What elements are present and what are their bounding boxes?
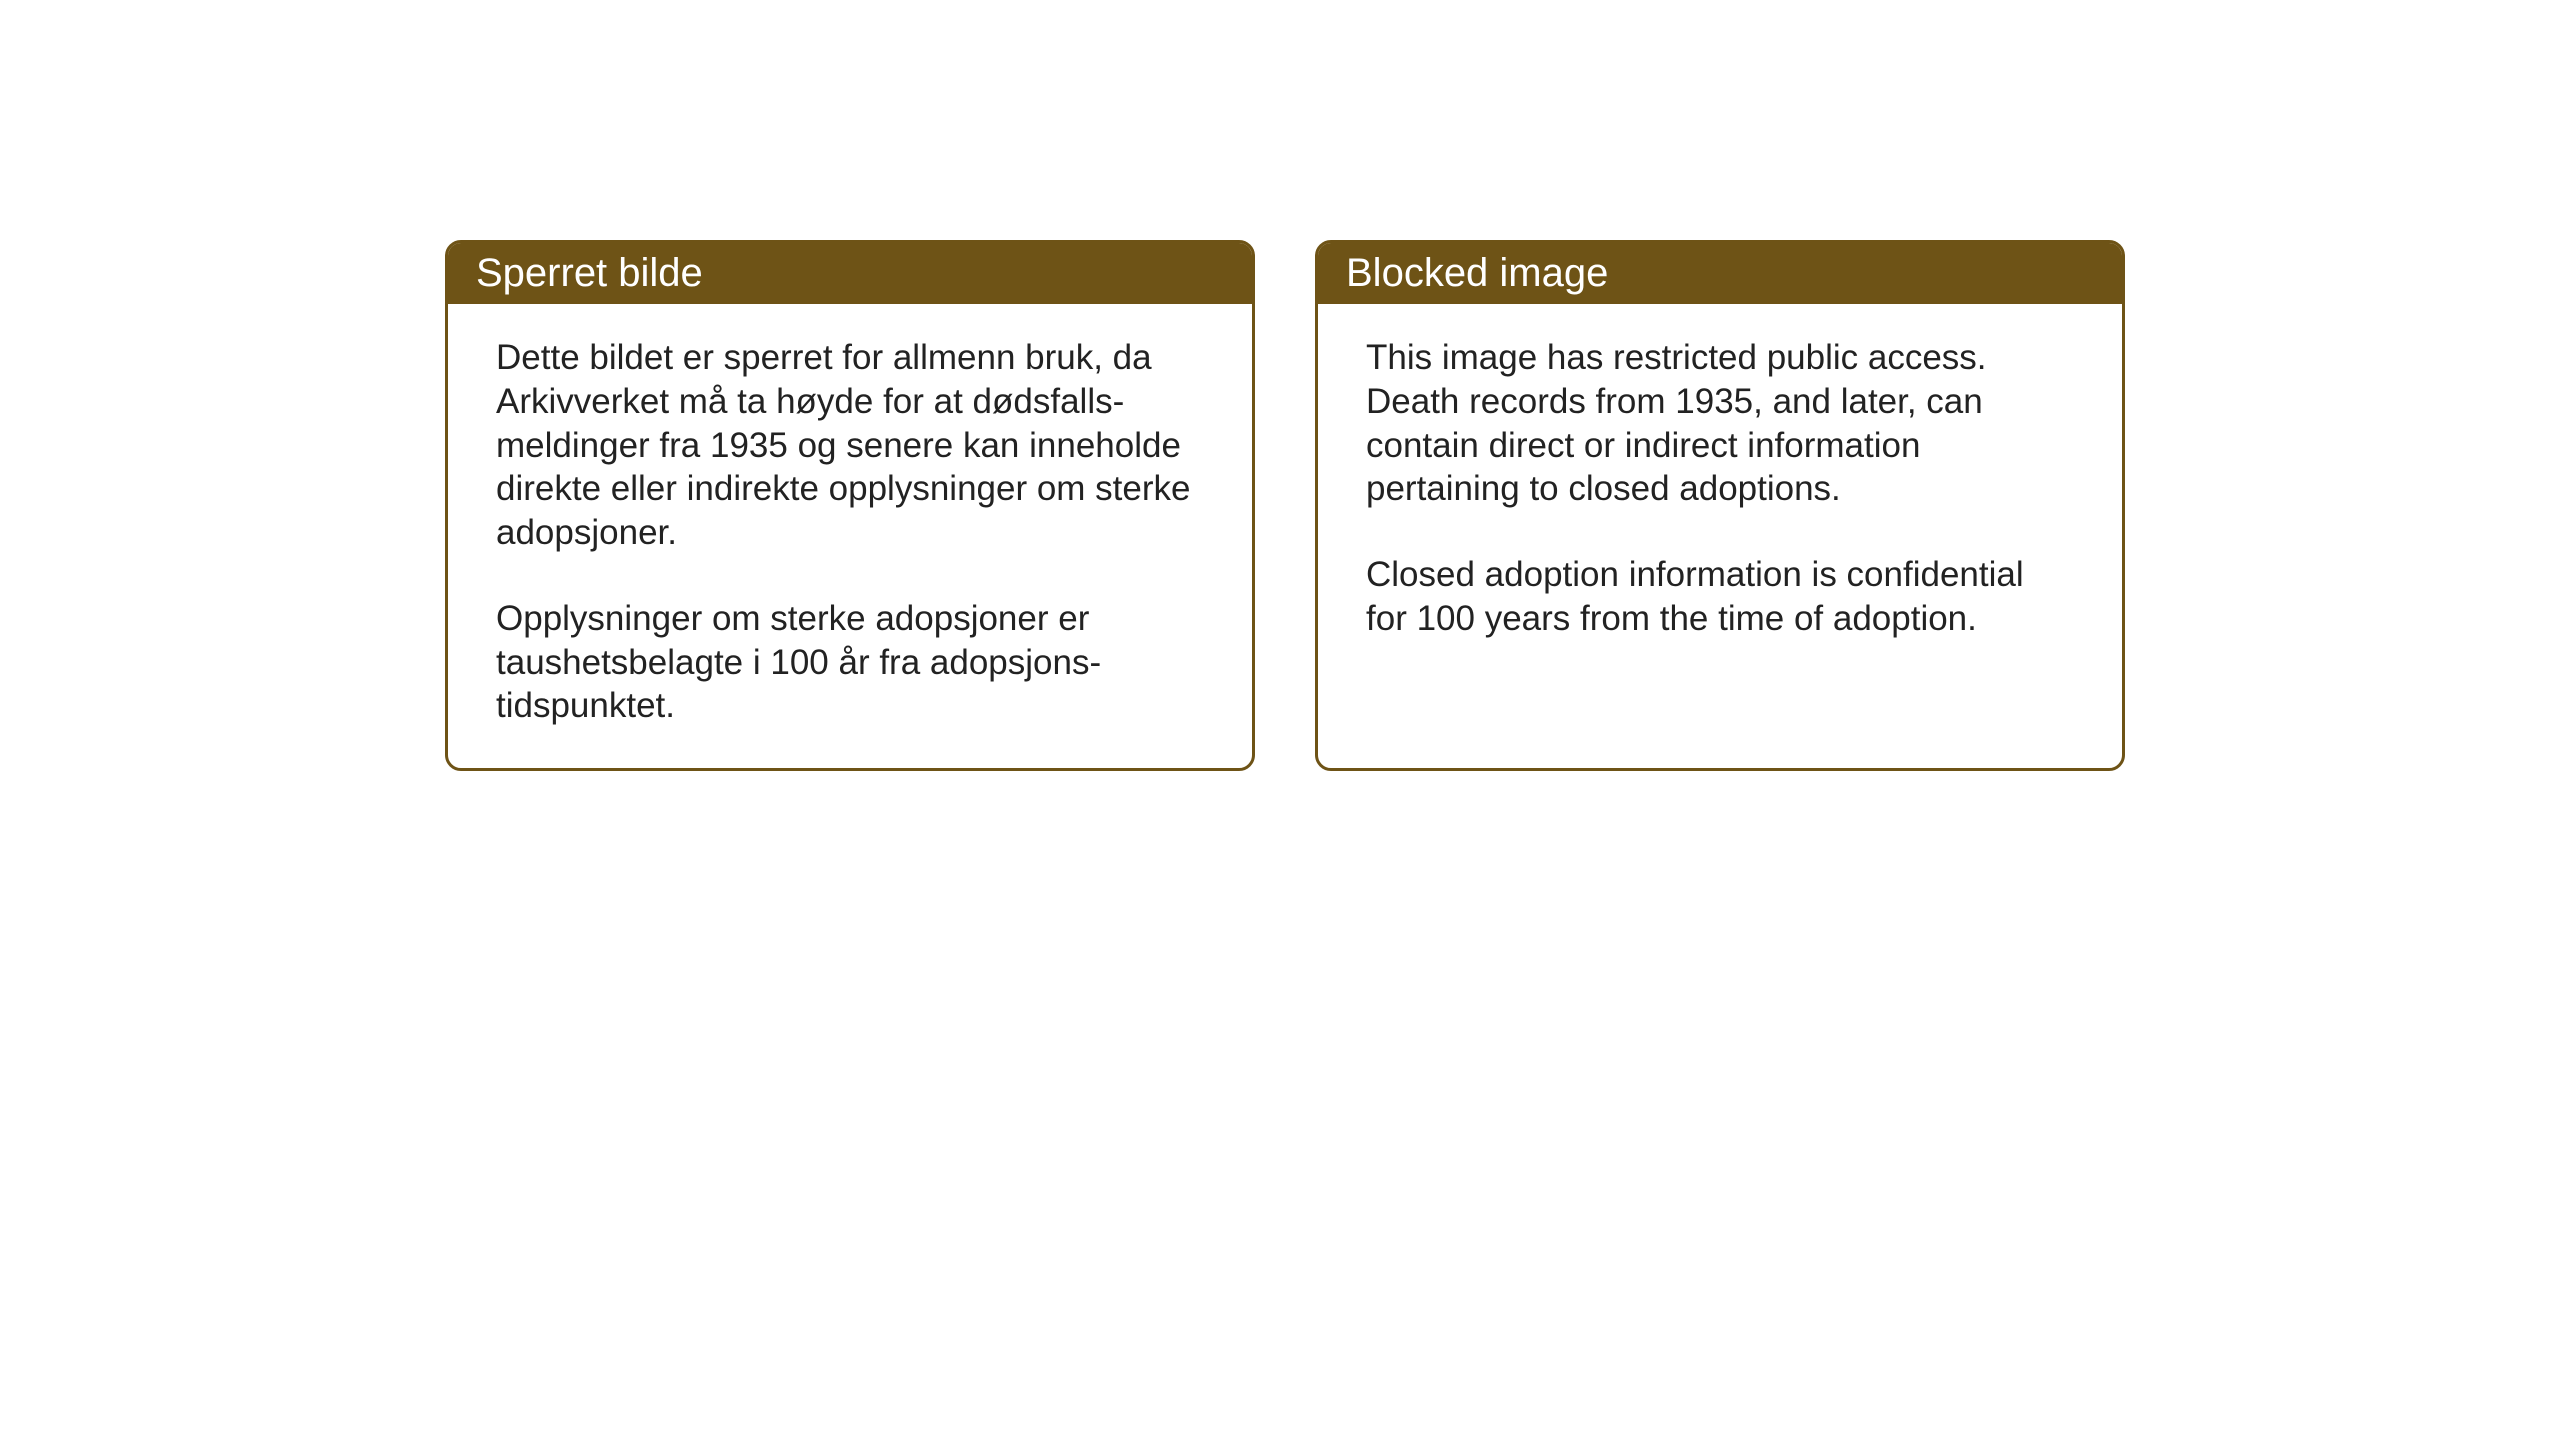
notice-body-norwegian: Dette bildet er sperret for allmenn bruk…	[448, 304, 1252, 768]
notice-paragraph-2-norwegian: Opplysninger om sterke adopsjoner er tau…	[496, 597, 1204, 728]
notice-paragraph-2-english: Closed adoption information is confident…	[1366, 553, 2074, 641]
notice-header-norwegian: Sperret bilde	[448, 243, 1252, 304]
notice-box-english: Blocked image This image has restricted …	[1315, 240, 2125, 771]
notice-title-english: Blocked image	[1346, 251, 1608, 295]
notice-body-english: This image has restricted public access.…	[1318, 304, 2122, 744]
notice-container: Sperret bilde Dette bildet er sperret fo…	[445, 240, 2125, 771]
notice-paragraph-1-norwegian: Dette bildet er sperret for allmenn bruk…	[496, 336, 1204, 555]
notice-title-norwegian: Sperret bilde	[476, 251, 703, 295]
notice-paragraph-1-english: This image has restricted public access.…	[1366, 336, 2074, 511]
notice-header-english: Blocked image	[1318, 243, 2122, 304]
notice-box-norwegian: Sperret bilde Dette bildet er sperret fo…	[445, 240, 1255, 771]
